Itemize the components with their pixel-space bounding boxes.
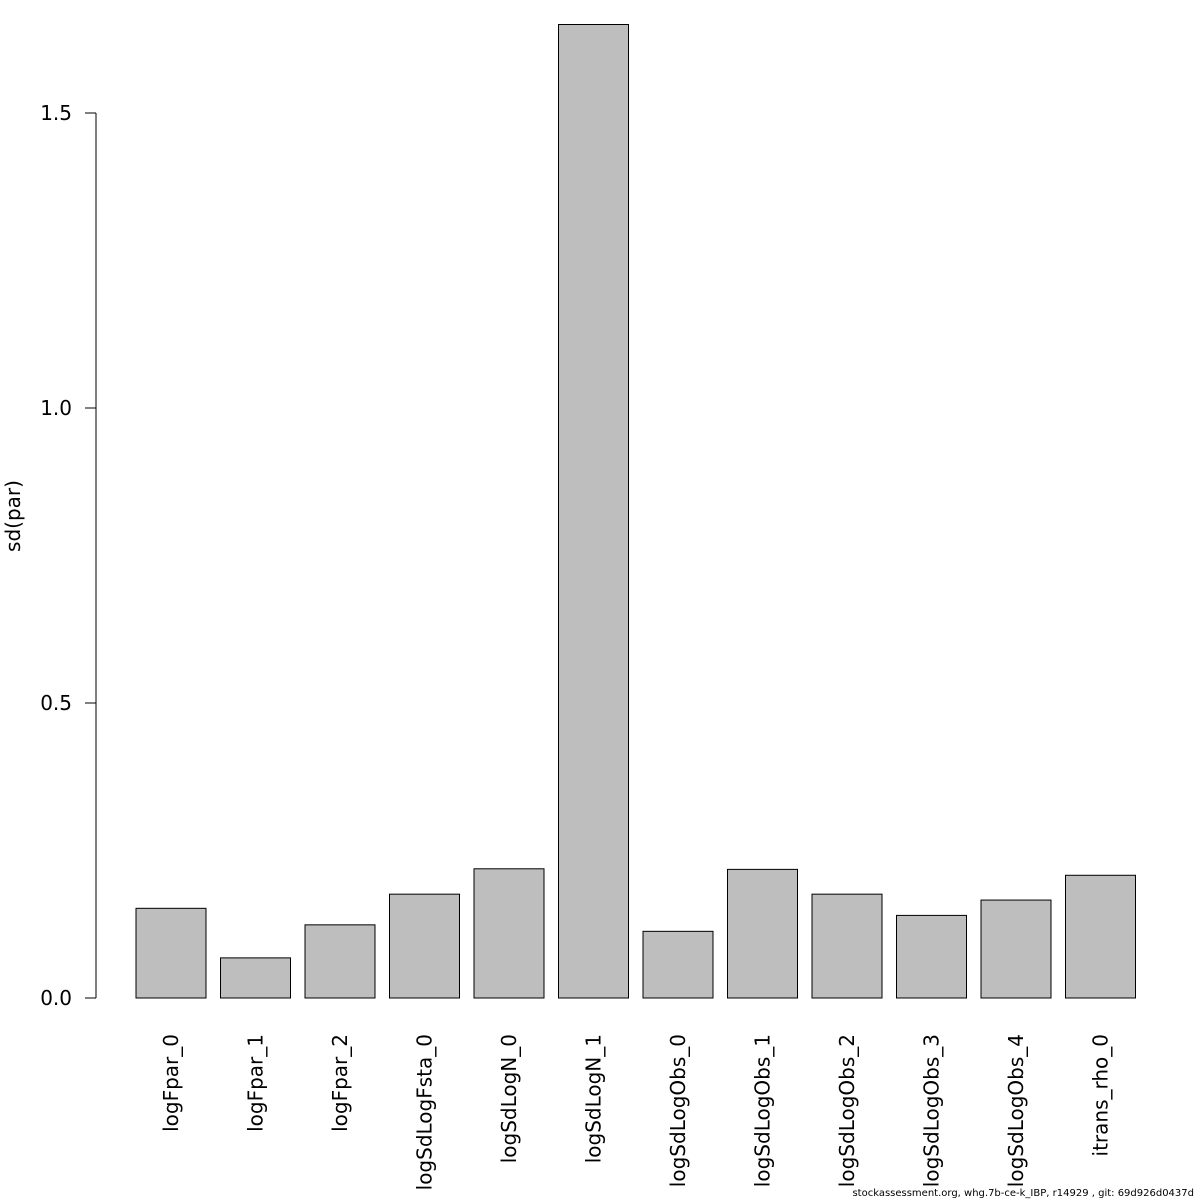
x-tick-label: logSdLogObs_1 <box>751 1034 775 1187</box>
bar-logsdlogn-1 <box>558 24 629 999</box>
x-tick-label: itrans_rho_0 <box>1089 1034 1113 1156</box>
bar-itrans-rho-0 <box>1065 874 1136 999</box>
y-tick-label: 1.5 <box>40 101 72 125</box>
category-labels: logFpar_0 logFpar_1 logFpar_2 logSdLogFsta_… <box>159 1034 1113 1190</box>
bar-logfpar-1 <box>220 957 291 999</box>
bar-logsdlogfsta-0 <box>389 893 460 999</box>
y-axis: 0.0 0.5 1.0 1.5 <box>40 101 97 1010</box>
x-tick-label: logSdLogObs_3 <box>920 1034 944 1187</box>
x-tick-label: logSdLogN_0 <box>497 1034 521 1163</box>
bar-logsdlogobs-1 <box>727 868 798 999</box>
bar-logfpar-2 <box>304 924 376 999</box>
x-tick-label: logSdLogObs_4 <box>1004 1034 1028 1187</box>
bar-logfpar-0 <box>135 907 207 999</box>
y-tick-label: 1.0 <box>40 396 72 420</box>
bar-logsdlogobs-2 <box>811 893 883 999</box>
bars <box>135 24 1136 999</box>
x-tick-label: logFpar_2 <box>328 1034 352 1132</box>
footer-credit: stockassessment.org, whg.7b-ce-k_IBP, r1… <box>852 1188 1194 1199</box>
bar-logsdlogobs-0 <box>642 930 714 999</box>
y-tick-label: 0.5 <box>40 691 72 715</box>
x-tick-label: logFpar_1 <box>244 1034 268 1132</box>
x-tick-label: logSdLogFsta_0 <box>413 1034 437 1190</box>
y-axis-label: sd(par) <box>1 480 25 552</box>
x-tick-label: logSdLogObs_2 <box>835 1034 859 1187</box>
x-tick-label: logFpar_0 <box>159 1034 183 1132</box>
x-tick-label: logSdLogObs_0 <box>666 1034 690 1187</box>
bar-logsdlogn-0 <box>473 868 545 999</box>
bar-logsdlogobs-3 <box>896 914 967 999</box>
x-tick-label: logSdLogN_1 <box>582 1034 606 1163</box>
y-tick-label: 0.0 <box>40 986 72 1010</box>
bar-logsdlogobs-4 <box>980 899 1052 999</box>
